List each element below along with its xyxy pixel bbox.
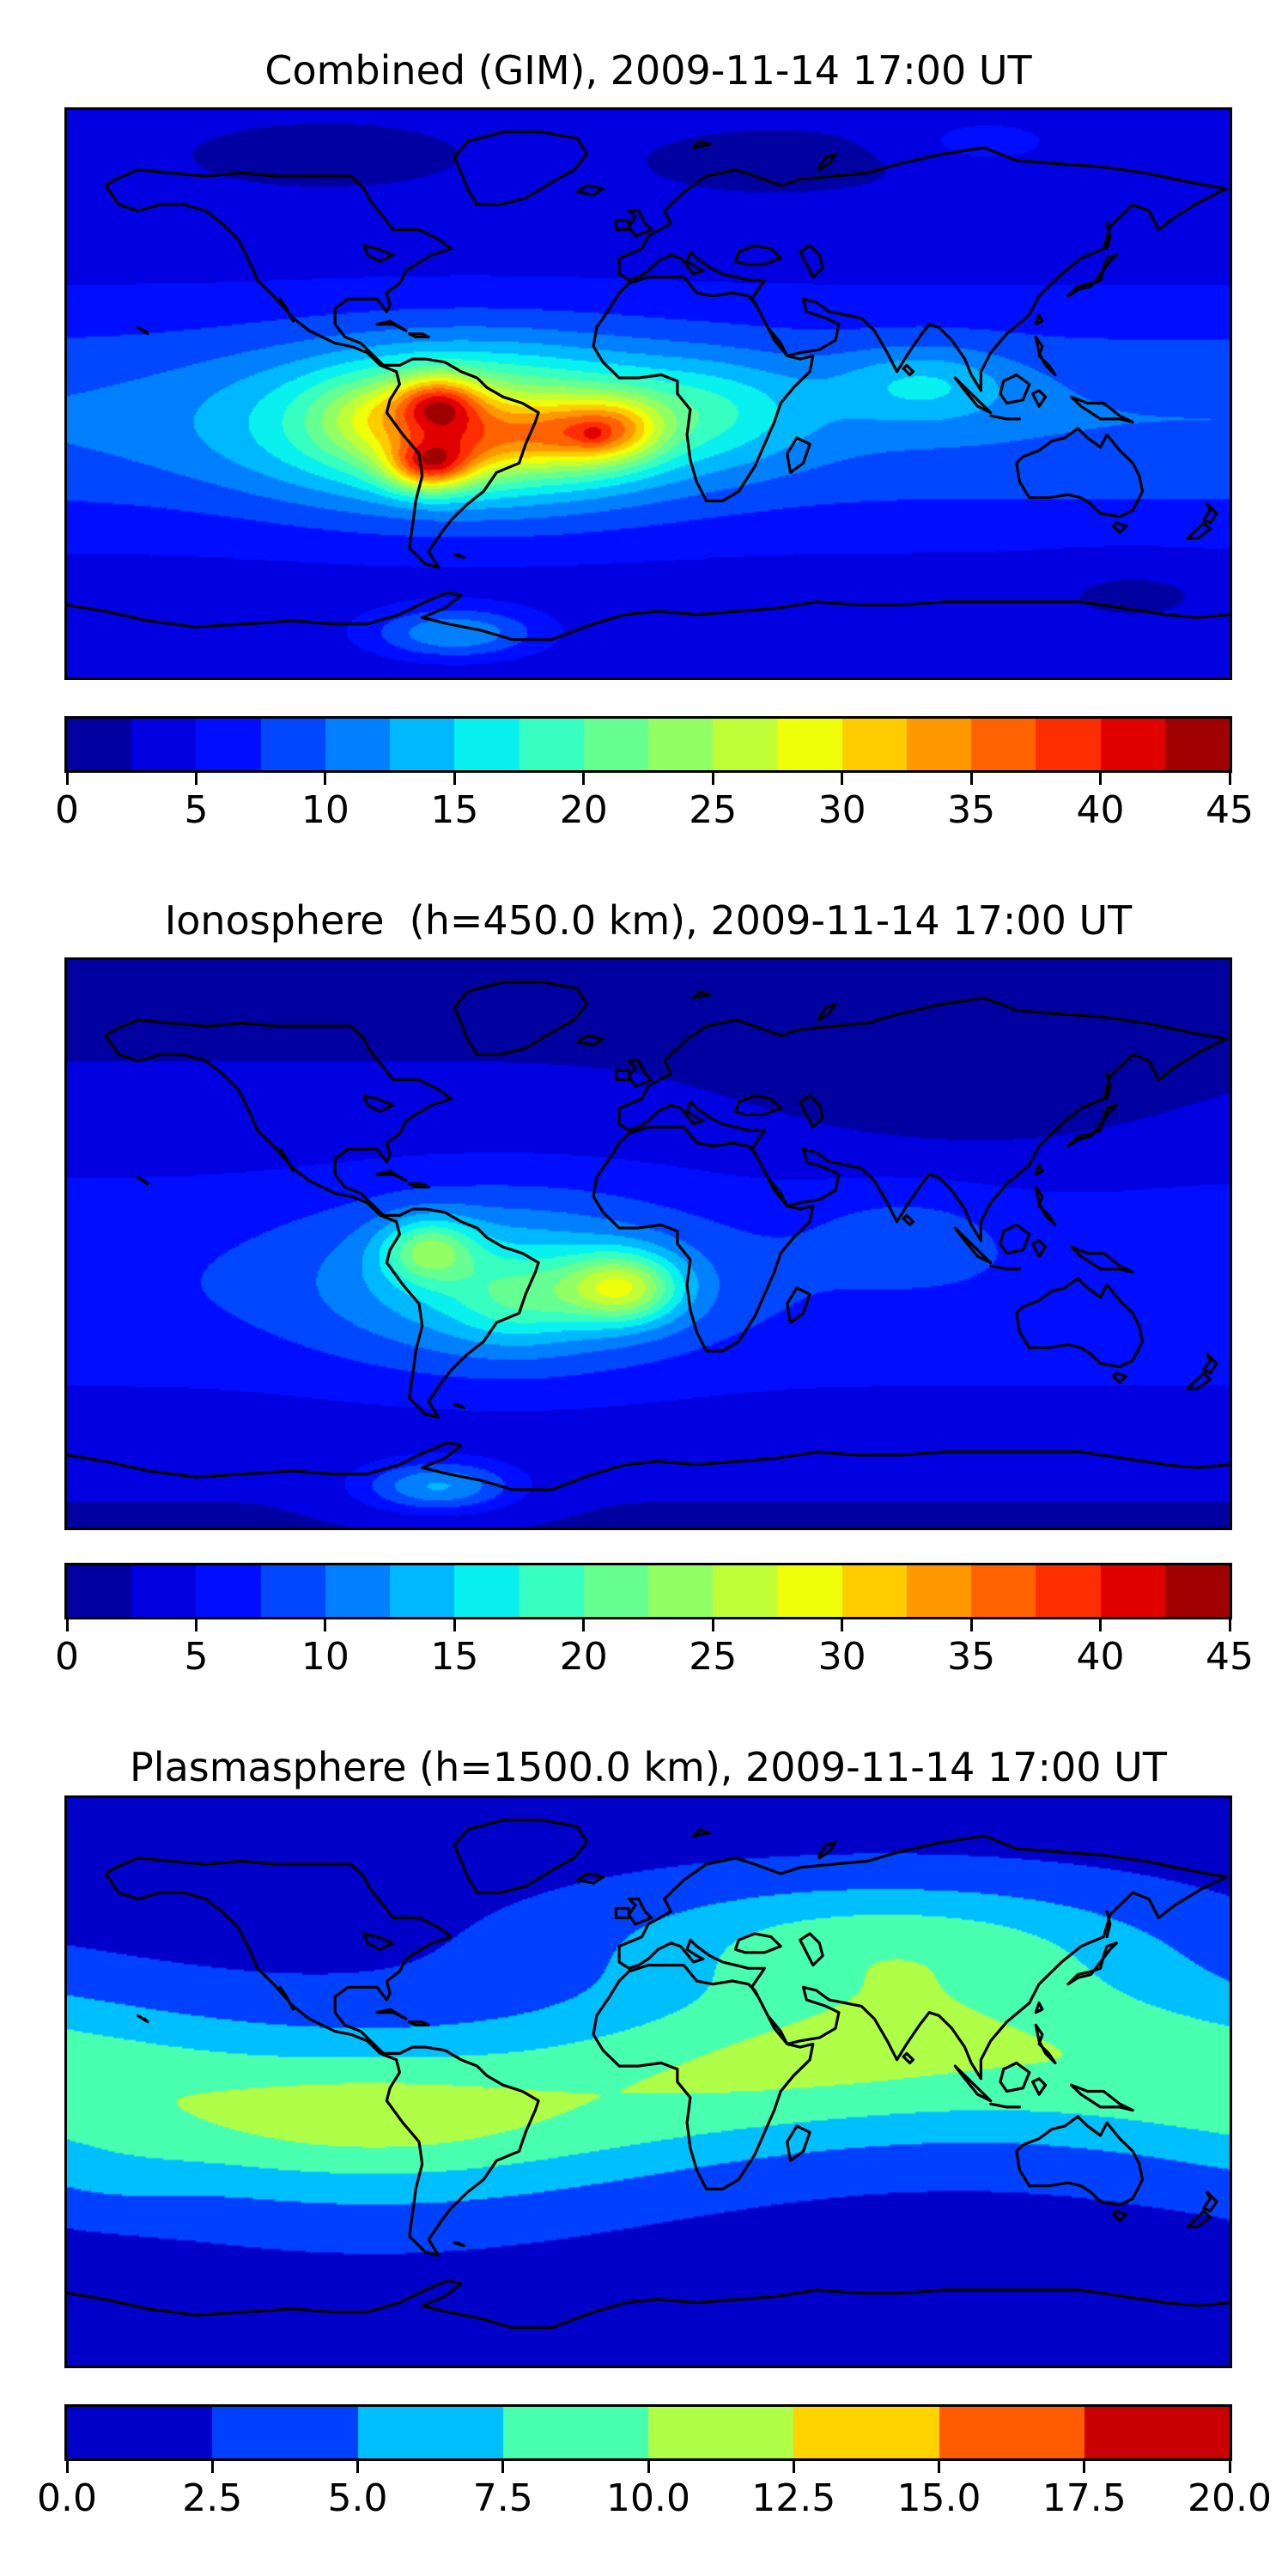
colorbar-tick-label: 7.5 (472, 2476, 533, 2520)
tec-field-canvas-ionosphere (67, 960, 1230, 1528)
colorbar-tick-label: 12.5 (751, 2476, 836, 2520)
colorbar-tick-label: 10 (301, 788, 349, 832)
colorbar-tick-mark (324, 773, 327, 785)
panel-title-combined: Combined (GIM), 2009-11-14 17:00 UT (264, 47, 1032, 94)
panel-title-ionosphere: Ionosphere (h=450.0 km), 2009-11-14 17:0… (164, 897, 1133, 944)
colorbar-tick-label: 20 (559, 1635, 608, 1679)
colorbar-ticks-ionosphere: 0 5 10 15 20 25 30 35 40 45 (55, 1619, 1254, 1680)
colorbar-tick-mark (210, 2461, 214, 2473)
colorbar-tick-mark (65, 773, 69, 785)
colorbar-tick-mark (647, 2461, 650, 2473)
colorbar-tick-label: 5.0 (327, 2476, 388, 2520)
colorbar-tick-label: 2.5 (182, 2476, 243, 2520)
colorbar-tick-label: 17.5 (1042, 2476, 1127, 2520)
colorbar-tick-mark (582, 773, 586, 785)
coastlines-plasmasphere (67, 1819, 1230, 2330)
colorbar-tick-label: 25 (689, 1635, 738, 1679)
colorbar-tick-label: 30 (817, 1635, 866, 1679)
colorbar-tick-label: 5 (184, 788, 209, 832)
colorbar-tick-label: 45 (1206, 788, 1254, 832)
world-map-ionosphere (64, 957, 1232, 1530)
colorbar-tick-mark (792, 2461, 795, 2473)
world-map-combined (64, 107, 1232, 680)
colorbar-tick-mark (711, 1619, 714, 1631)
colorbar-tick-mark (194, 1619, 197, 1631)
colorbar-tick-label: 0 (55, 788, 79, 832)
panel-title-plasmasphere: Plasmasphere (h=1500.0 km), 2009-11-14 1… (130, 1744, 1167, 1790)
colorbar-tick-mark (969, 773, 973, 785)
colorbar-combined (64, 716, 1232, 773)
colorbar-tick-mark (1228, 2461, 1231, 2473)
colorbar-tick-mark (1099, 1619, 1103, 1631)
colorbar-tick-label: 20.0 (1188, 2476, 1272, 2520)
colorbar-tick-label: 10.0 (606, 2476, 690, 2520)
colorbar-tick-mark (1099, 773, 1103, 785)
coastline-path (67, 1819, 1230, 2330)
colorbar-tick-label: 35 (947, 1635, 996, 1679)
colorbar-tick-label: 15.0 (896, 2476, 981, 2520)
colorbar-tick-label: 10 (301, 1635, 349, 1679)
colorbar-tick-mark (938, 2461, 940, 2473)
coastlines-combined (67, 131, 1230, 641)
colorbar-tick-label: 0.0 (37, 2476, 97, 2520)
colorbar-tick-mark (1083, 2461, 1086, 2473)
colorbar-tick-mark (1228, 1619, 1231, 1631)
tec-field-canvas-combined (67, 110, 1230, 677)
colorbar-tick-label: 30 (817, 788, 866, 832)
tec-field-canvas-plasmasphere (67, 1798, 1230, 2366)
colorbar-ionosphere (64, 1563, 1232, 1619)
colorbar-ticks-plasmasphere: 0.0 2.5 5.0 7.5 10.0 12.5 15.0 17.5 20.0 (37, 2461, 1272, 2521)
colorbar-tick-mark (711, 773, 714, 785)
colorbar-tick-mark (1228, 773, 1231, 785)
coastlines-ionosphere (67, 981, 1230, 1492)
colorbar-tick-label: 25 (689, 788, 738, 832)
colorbar-tick-label: 20 (559, 788, 608, 832)
colorbar-canvas-combined (67, 719, 1230, 770)
coastline-path (67, 131, 1230, 641)
coastline-path (67, 981, 1230, 1492)
colorbar-plasmasphere (64, 2404, 1232, 2461)
colorbar-tick-mark (841, 773, 844, 785)
colorbar-tick-mark (324, 1619, 327, 1631)
colorbar-tick-mark (65, 1619, 69, 1631)
colorbar-tick-mark (501, 2461, 505, 2473)
colorbar-tick-mark (65, 2461, 69, 2473)
colorbar-tick-mark (453, 1619, 456, 1631)
colorbar-tick-mark (453, 773, 456, 785)
colorbar-tick-mark (841, 1619, 844, 1631)
colorbar-canvas-plasmasphere (67, 2407, 1230, 2458)
colorbar-tick-label: 5 (184, 1635, 209, 1679)
colorbar-tick-mark (194, 773, 197, 785)
colorbar-tick-mark (582, 1619, 586, 1631)
colorbar-tick-label: 15 (430, 788, 479, 832)
colorbar-canvas-ionosphere (67, 1565, 1230, 1617)
colorbar-tick-label: 45 (1206, 1635, 1254, 1679)
colorbar-tick-label: 15 (430, 1635, 479, 1679)
colorbar-tick-label: 0 (55, 1635, 79, 1679)
colorbar-tick-mark (969, 1619, 973, 1631)
colorbar-tick-label: 40 (1076, 788, 1125, 832)
colorbar-tick-label: 40 (1076, 1635, 1125, 1679)
world-map-plasmasphere (64, 1795, 1232, 2368)
colorbar-tick-mark (356, 2461, 359, 2473)
colorbar-tick-label: 35 (947, 788, 996, 832)
colorbar-ticks-combined: 0 5 10 15 20 25 30 35 40 45 (55, 773, 1254, 833)
